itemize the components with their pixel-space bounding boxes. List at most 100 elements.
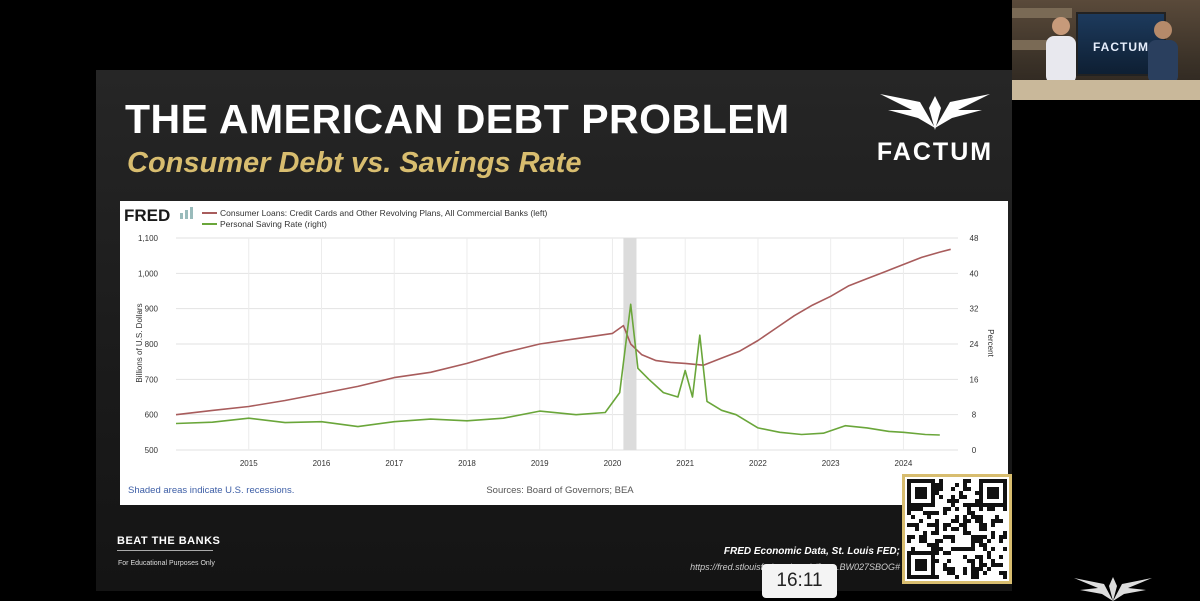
qr-module: [979, 523, 983, 527]
qr-module: [967, 487, 971, 491]
qr-module: [955, 483, 959, 487]
qr-module: [971, 503, 975, 507]
qr-module: [999, 519, 1003, 523]
qr-code[interactable]: [902, 474, 1012, 584]
qr-module: [935, 487, 939, 491]
left-axis-tick-label: 1,100: [138, 234, 159, 243]
left-axis-tick-label: 700: [145, 375, 159, 384]
webcam-person-right: [1148, 21, 1178, 84]
qr-module: [923, 531, 927, 535]
qr-module: [991, 531, 995, 535]
series-line-saving-rate: [175, 303, 940, 436]
presentation-slide: THE AMERICAN DEBT PROBLEM Consumer Debt …: [96, 70, 1012, 591]
right-axis-tick-label: 32: [970, 305, 979, 314]
left-axis-tick-label: 800: [145, 340, 159, 349]
qr-module: [991, 559, 995, 563]
qr-module: [959, 523, 963, 527]
qr-module: [971, 547, 975, 551]
qr-module: [923, 511, 927, 515]
qr-module: [975, 519, 979, 523]
qr-module: [983, 543, 987, 547]
chart-grid: [176, 237, 958, 451]
footer-source: FRED Economic Data, St. Louis FED;: [723, 546, 900, 557]
qr-module: [935, 559, 939, 563]
qr-module: [951, 527, 955, 531]
qr-module: [951, 495, 955, 499]
qr-module: [939, 483, 943, 487]
qr-module: [963, 571, 967, 575]
qr-module: [963, 555, 967, 559]
qr-module: [927, 543, 931, 547]
right-axis-tick-label: 24: [970, 340, 979, 349]
qr-module: [995, 519, 999, 523]
qr-module: [955, 547, 959, 551]
qr-module: [923, 539, 927, 543]
x-axis-tick-label: 2020: [604, 459, 622, 468]
qr-module: [943, 563, 947, 567]
qr-module: [919, 507, 923, 511]
right-axis-tick-label: 40: [970, 269, 979, 278]
qr-module: [979, 555, 983, 559]
fred-chart: FRED Consumer Loans: Credit Cards and Ot…: [124, 206, 995, 496]
qr-module: [987, 539, 991, 543]
qr-module: [991, 563, 995, 567]
qr-module: [963, 487, 967, 491]
webcam-shelf: [1012, 40, 1072, 50]
qr-module: [911, 515, 915, 519]
qr-module: [979, 507, 983, 511]
qr-module: [975, 555, 979, 559]
qr-module: [1003, 507, 1007, 511]
qr-module: [979, 543, 983, 547]
qr-module: [935, 539, 939, 543]
footer-disclaimer: For Educational Purposes Only: [118, 560, 215, 567]
footer-divider: [117, 550, 213, 551]
qr-module: [967, 503, 971, 507]
qr-module: [971, 543, 975, 547]
webcam-person-left: [1046, 17, 1076, 84]
qr-module: [967, 511, 971, 515]
qr-module: [955, 519, 959, 523]
qr-module: [975, 499, 979, 503]
qr-module: [915, 487, 927, 499]
qr-module: [1003, 575, 1007, 579]
qr-module: [987, 555, 991, 559]
qr-module: [911, 535, 915, 539]
qr-module: [947, 571, 951, 575]
qr-module: [947, 523, 951, 527]
qr-module: [995, 515, 999, 519]
qr-module: [951, 539, 955, 543]
qr-module: [927, 523, 931, 527]
qr-module: [935, 543, 939, 547]
qr-module: [971, 515, 975, 519]
qr-module: [947, 499, 951, 503]
right-axis-tick-label: 0: [972, 446, 977, 455]
qr-module: [963, 567, 967, 571]
qr-module: [963, 531, 967, 535]
qr-module: [955, 515, 959, 519]
qr-module: [927, 511, 931, 515]
left-axis-tick-label: 1,000: [138, 269, 159, 278]
qr-module: [955, 499, 959, 503]
qr-module: [987, 551, 991, 555]
qr-module: [947, 535, 951, 539]
x-axis-tick-label: 2023: [822, 459, 840, 468]
qr-module: [947, 559, 951, 563]
right-axis-label: Percent: [986, 329, 995, 357]
qr-module: [971, 539, 975, 543]
qr-module: [955, 527, 959, 531]
qr-module: [1003, 531, 1007, 535]
qr-module: [935, 483, 939, 487]
qr-module: [931, 511, 935, 515]
series-line-consumer-loans: [175, 248, 951, 416]
webcam-overlay: FACTUM: [1012, 0, 1200, 100]
qr-module: [979, 563, 983, 567]
qr-module: [911, 523, 915, 527]
qr-module: [915, 559, 927, 571]
qr-module: [943, 507, 947, 511]
qr-module: [983, 527, 987, 531]
qr-module: [983, 571, 987, 575]
left-axis-tick-label: 500: [145, 446, 159, 455]
qr-module: [979, 539, 983, 543]
qr-module: [907, 507, 911, 511]
qr-module: [959, 491, 963, 495]
